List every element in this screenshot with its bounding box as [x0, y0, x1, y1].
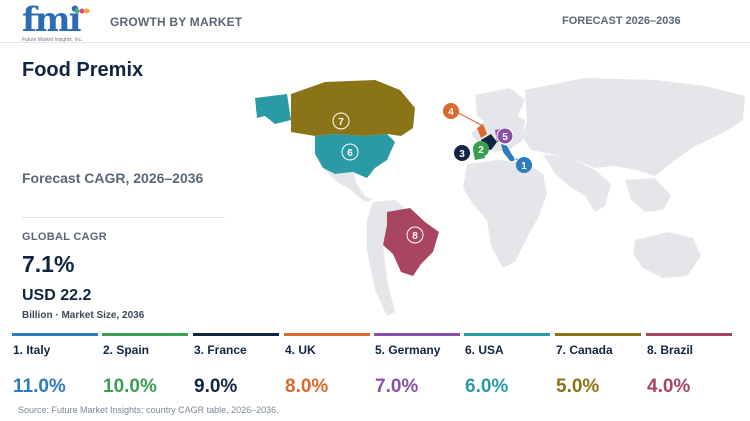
country-cagr-value: 5.0%	[556, 376, 600, 397]
map-alaska	[255, 94, 291, 124]
global-cagr-value: 7.1%	[22, 251, 75, 277]
country-cagr-value: 9.0%	[194, 376, 238, 397]
market-size-value: USD 22.2	[22, 287, 92, 304]
map-marker-8[interactable]: 8	[406, 226, 424, 244]
country-color-bar	[464, 333, 550, 336]
svg-text:5: 5	[502, 132, 508, 143]
svg-text:7: 7	[338, 117, 344, 128]
global-cagr-label: GLOBAL CAGR	[22, 231, 107, 243]
forecast-cagr-label: Forecast CAGR, 2026–2036	[22, 170, 204, 186]
map-marker-1[interactable]: 1	[516, 157, 532, 173]
country-name: 2. Spain	[103, 343, 150, 357]
map-central-america	[323, 168, 373, 202]
map-marker-6[interactable]: 6	[341, 143, 359, 161]
country-card-usa[interactable]: 6. USA 6.0%	[464, 333, 550, 403]
country-name: 7. Canada	[556, 343, 613, 357]
map-italy[interactable]	[501, 144, 515, 162]
country-cagr-value: 10.0%	[103, 376, 157, 397]
country-card-france[interactable]: 3. France 9.0%	[193, 333, 279, 403]
source-note: Source: Future Market Insights; country …	[18, 405, 279, 415]
growth-by-market-label: GROWTH BY MARKET	[110, 15, 243, 29]
country-card-spain[interactable]: 2. Spain 10.0%	[102, 333, 188, 403]
map-canada[interactable]	[291, 80, 415, 136]
country-cagr-value: 7.0%	[375, 376, 419, 397]
leader-line-italy	[508, 153, 525, 165]
logo-text: fmi	[22, 0, 82, 40]
country-name: 3. France	[194, 343, 247, 357]
map-marker-2[interactable]: 2	[473, 141, 489, 157]
svg-text:3: 3	[459, 149, 465, 160]
map-south-america	[367, 200, 405, 316]
svg-text:4: 4	[448, 107, 454, 118]
forecast-period-label: FORECAST 2026–2036	[562, 15, 681, 27]
country-name: 6. USA	[465, 343, 504, 357]
map-southeast-asia	[625, 178, 671, 212]
country-cagr-value: 11.0%	[13, 376, 66, 397]
svg-text:8: 8	[412, 231, 418, 242]
country-color-bar	[284, 333, 370, 336]
svg-text:6: 6	[347, 148, 353, 159]
map-asia	[523, 78, 745, 176]
map-africa	[463, 160, 547, 268]
map-uk[interactable]	[477, 124, 487, 138]
country-card-italy[interactable]: 1. Italy 11.0%	[12, 333, 98, 403]
country-name: 4. UK	[285, 343, 316, 357]
map-middle-east	[543, 154, 611, 212]
country-color-bar	[12, 333, 98, 336]
map-marker-3[interactable]: 3	[454, 145, 470, 161]
country-name: 1. Italy	[13, 343, 51, 357]
country-cagr-value: 4.0%	[647, 376, 691, 397]
map-marker-5[interactable]: 5	[496, 127, 514, 145]
divider	[22, 217, 225, 218]
svg-text:1: 1	[521, 161, 527, 172]
market-size-caption: Billion · Market Size, 2036	[22, 310, 145, 321]
country-cagr-list: 1. Italy 11.0% 2. Spain 10.0% 3. France …	[12, 333, 740, 403]
country-card-germany[interactable]: 5. Germany 7.0%	[374, 333, 460, 403]
page-title: Food Premix	[22, 59, 144, 81]
country-card-canada[interactable]: 7. Canada 5.0%	[555, 333, 641, 403]
logo-figures-icon	[74, 8, 90, 14]
country-cagr-value: 8.0%	[285, 376, 329, 397]
logo-subtitle: Future Market Insights, Inc.	[22, 37, 83, 43]
country-name: 8. Brazil	[647, 343, 694, 357]
map-marker-7[interactable]: 7	[332, 112, 350, 130]
world-map: 1 2 3 4 5 6 7 8	[255, 78, 745, 316]
country-color-bar	[646, 333, 732, 336]
country-card-uk[interactable]: 4. UK 8.0%	[284, 333, 370, 403]
country-color-bar	[555, 333, 641, 336]
svg-text:2: 2	[478, 145, 484, 156]
country-name: 5. Germany	[375, 343, 441, 357]
country-cagr-value: 6.0%	[465, 376, 509, 397]
country-color-bar	[193, 333, 279, 336]
country-color-bar	[102, 333, 188, 336]
map-marker-4[interactable]: 4	[443, 103, 459, 119]
fmi-logo[interactable]: fmi Future Market Insights, Inc.	[22, 0, 92, 43]
country-card-brazil[interactable]: 8. Brazil 4.0%	[646, 333, 732, 403]
map-australia	[633, 232, 701, 278]
header: fmi Future Market Insights, Inc. GROWTH …	[0, 0, 750, 43]
country-color-bar	[374, 333, 460, 336]
